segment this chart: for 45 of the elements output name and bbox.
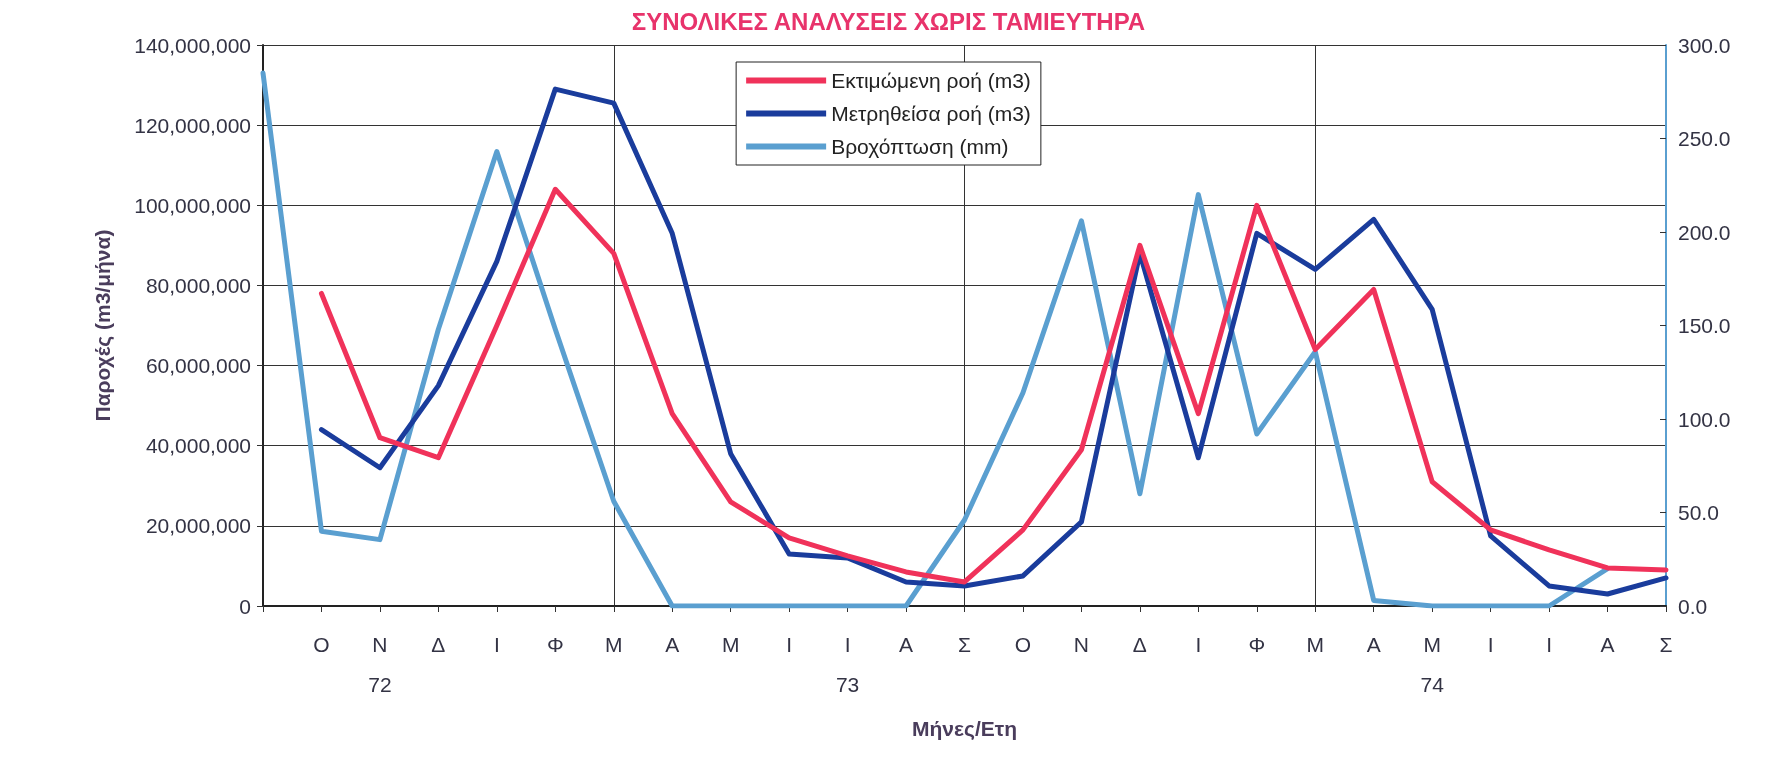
x-tick-label: Μ 74: [1420, 632, 1445, 696]
legend-label: Εκτιμώμενη ροή (m3): [831, 69, 1031, 92]
y-tick-label: 20,000,000: [145, 514, 251, 538]
x-tick-label: Φ: [546, 632, 564, 656]
x-tick-label: Α: [1366, 632, 1381, 656]
y-tick-label: 40,000,000: [145, 434, 251, 458]
x-tick-label: Μ: [1306, 632, 1324, 656]
y-axis-title: Παροχές (m3/μήνα): [91, 229, 115, 422]
y2-tick-label: 300.0: [1678, 33, 1731, 57]
chart-title: ΣΥΝΟΛΙΚΕΣ ΑΝΑΛΥΣΕΙΣ ΧΩΡΙΣ ΤΑΜΙΕΥΤΗΡΑ: [631, 7, 1146, 35]
x-tick-label: Ι: [1546, 632, 1553, 656]
x-axis-title: Μήνες/Ετη: [912, 717, 1017, 741]
x-tick-label: Δ: [431, 632, 446, 656]
x-tick-label: Ι: [1487, 632, 1494, 656]
legend-label: Μετρηθείσα ροή (m3): [831, 102, 1031, 125]
x-tick-label: Μ: [605, 632, 623, 656]
y-tick-label: 60,000,000: [145, 354, 251, 378]
y-tick-label: 100,000,000: [134, 193, 251, 217]
x-tick-label: Ν 72: [368, 632, 392, 696]
y2-tick-label: 100.0: [1678, 407, 1731, 431]
x-tick-label: Σ: [958, 632, 972, 656]
x-tick-label: Ι 73: [835, 632, 860, 696]
x-tick-label: Δ: [1132, 632, 1147, 656]
y-tick-label: 0: [239, 594, 251, 618]
y-tick-label: 80,000,000: [145, 273, 251, 297]
y-tick-label: 140,000,000: [134, 33, 251, 57]
y2-tick-label: 150.0: [1678, 314, 1731, 337]
x-tick-label: Ο: [313, 632, 330, 656]
y-tick-label: 120,000,000: [134, 113, 251, 137]
x-tick-label: Σ: [1659, 632, 1673, 656]
x-tick-label: Φ: [1248, 632, 1266, 656]
x-tick-label: Α: [1600, 632, 1615, 656]
y2-tick-label: 250.0: [1678, 127, 1731, 150]
y2-tick-label: 50.0: [1678, 501, 1719, 524]
x-tick-label: Ν: [1073, 632, 1089, 656]
x-tick-label: Μ: [721, 632, 740, 656]
x-tick-label: Ι: [1195, 632, 1202, 656]
x-tick-label: Ο: [1014, 632, 1032, 656]
y2-tick-label: 200.0: [1678, 220, 1731, 244]
x-tick-label: Α: [665, 632, 680, 656]
x-tick-label: Α: [899, 632, 914, 656]
legend-label: Βροχόπτωση (mm): [831, 135, 1009, 158]
x-tick-label: Ι: [493, 632, 500, 656]
y2-tick-label: 0.0: [1678, 594, 1708, 618]
x-tick-label: Ι: [786, 632, 793, 656]
